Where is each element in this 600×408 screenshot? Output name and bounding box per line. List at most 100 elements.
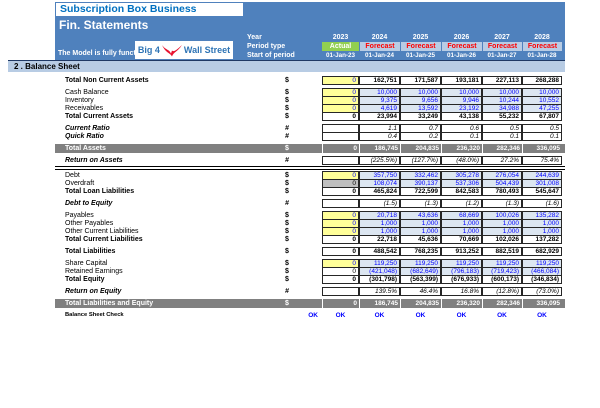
value-cell[interactable]: 0 xyxy=(322,76,359,85)
unit-symbol: $ xyxy=(285,268,289,275)
value-cell[interactable]: (225.5%) xyxy=(359,156,400,165)
value-cell[interactable]: 913,252 xyxy=(441,247,482,256)
row-label: Current Ratio xyxy=(65,125,110,132)
value-cell[interactable] xyxy=(322,287,359,296)
value-cell[interactable] xyxy=(322,132,359,141)
value-cell[interactable]: 268,288 xyxy=(522,76,562,85)
value-cell[interactable]: 0 xyxy=(322,275,359,284)
value-cell[interactable]: (676,933) xyxy=(441,275,482,284)
value-cell[interactable]: (73.0%) xyxy=(522,287,562,296)
value-cell[interactable]: 780,493 xyxy=(482,187,522,196)
value-cell[interactable]: 545,647 xyxy=(522,187,562,196)
value-cell[interactable]: 67,807 xyxy=(522,112,562,121)
value-cell[interactable]: 768,235 xyxy=(400,247,441,256)
value-cell[interactable]: 236,320 xyxy=(441,299,482,308)
start-date-cell[interactable]: 01-Jan-26 xyxy=(446,52,477,59)
unit-symbol: $ xyxy=(285,300,289,307)
year-cell[interactable]: 2024 xyxy=(371,34,388,41)
value-cell[interactable]: 22,718 xyxy=(359,235,400,244)
value-cell[interactable]: 0 xyxy=(322,187,359,196)
value-cell[interactable]: 186,745 xyxy=(359,144,400,153)
value-cell[interactable]: 282,346 xyxy=(482,299,522,308)
value-cell[interactable]: 162,751 xyxy=(359,76,400,85)
period-type-cell[interactable]: Forecast xyxy=(400,42,441,51)
value-cell[interactable]: (48.0%) xyxy=(441,156,482,165)
value-cell[interactable]: 722,599 xyxy=(400,187,441,196)
year-cell[interactable]: 2023 xyxy=(332,34,349,41)
value-cell[interactable]: (1.3) xyxy=(482,199,522,208)
value-cell[interactable] xyxy=(322,156,359,165)
value-cell[interactable]: (600,173) xyxy=(482,275,522,284)
value-cell[interactable]: 0.1 xyxy=(482,132,522,141)
period-type-cell[interactable]: Forecast xyxy=(441,42,482,51)
value-cell[interactable]: 0 xyxy=(322,144,359,153)
value-cell[interactable]: (563,399) xyxy=(400,275,441,284)
page-title: Subscription Box Business xyxy=(55,2,244,17)
value-cell[interactable]: 27.2% xyxy=(482,156,522,165)
value-cell[interactable]: 236,320 xyxy=(441,144,482,153)
value-cell[interactable] xyxy=(322,199,359,208)
value-cell[interactable]: 139.5% xyxy=(359,287,400,296)
value-cell[interactable]: 46.4% xyxy=(400,287,441,296)
value-cell[interactable]: 882,519 xyxy=(482,247,522,256)
period-type-cell[interactable]: Forecast xyxy=(359,42,400,51)
value-cell[interactable]: 16.8% xyxy=(441,287,482,296)
start-date-cell[interactable]: 01-Jan-27 xyxy=(487,52,517,59)
unit-symbol: $ xyxy=(285,105,289,112)
year-cell[interactable]: 2027 xyxy=(494,34,510,41)
year-cell[interactable]: 2028 xyxy=(534,34,550,41)
value-cell[interactable]: 55,232 xyxy=(482,112,522,121)
value-cell[interactable]: 336,095 xyxy=(522,299,562,308)
value-cell[interactable]: 0 xyxy=(322,112,359,121)
value-cell[interactable]: 282,346 xyxy=(482,144,522,153)
value-cell[interactable]: (301,798) xyxy=(359,275,400,284)
value-cell[interactable]: 137,282 xyxy=(522,235,562,244)
value-cell[interactable]: (346,834) xyxy=(522,275,562,284)
start-date-cell[interactable]: 01-Jan-24 xyxy=(364,52,395,59)
value-cell[interactable]: 204,835 xyxy=(400,299,441,308)
value-cell[interactable]: 227,113 xyxy=(482,76,522,85)
year-cell[interactable]: 2025 xyxy=(412,34,429,41)
value-cell[interactable]: 43,138 xyxy=(441,112,482,121)
value-cell[interactable]: 23,994 xyxy=(359,112,400,121)
value-cell[interactable]: (1.3) xyxy=(400,199,441,208)
value-cell[interactable]: 45,636 xyxy=(400,235,441,244)
value-cell[interactable]: 465,824 xyxy=(359,187,400,196)
value-cell[interactable]: 336,095 xyxy=(522,144,562,153)
start-date-cell[interactable]: 01-Jan-28 xyxy=(527,52,557,59)
value-cell[interactable]: 70,669 xyxy=(441,235,482,244)
value-cell[interactable]: (1.5) xyxy=(359,199,400,208)
year-cell[interactable]: 2026 xyxy=(453,34,470,41)
value-cell[interactable]: (12.8%) xyxy=(482,287,522,296)
value-cell[interactable]: 171,587 xyxy=(400,76,441,85)
value-cell[interactable]: (1.6) xyxy=(522,199,562,208)
period-type-cell[interactable]: Forecast xyxy=(482,42,522,51)
value-cell[interactable]: 0.1 xyxy=(441,132,482,141)
value-cell[interactable]: 75.4% xyxy=(522,156,562,165)
value-cell[interactable]: 33,249 xyxy=(400,112,441,121)
value-cell[interactable]: 102,026 xyxy=(482,235,522,244)
value-cell[interactable]: 0.1 xyxy=(522,132,562,141)
value-cell[interactable]: 0.2 xyxy=(400,132,441,141)
value-cell[interactable]: 0 xyxy=(322,299,359,308)
start-date-cell[interactable]: 01-Jan-23 xyxy=(325,52,356,59)
value-cell[interactable]: (1.2) xyxy=(441,199,482,208)
row-label: Total Liabilities xyxy=(65,248,116,255)
value-cell[interactable]: 0 xyxy=(322,235,359,244)
value-cell[interactable]: 0 xyxy=(322,247,359,256)
start-date-cell[interactable]: 01-Jan-25 xyxy=(405,52,436,59)
period-type-cell[interactable]: Actual xyxy=(322,42,359,51)
value-cell[interactable]: (127.7%) xyxy=(400,156,441,165)
value-cell[interactable]: 0.4 xyxy=(359,132,400,141)
value-cell[interactable]: 193,181 xyxy=(441,76,482,85)
unit-symbol: $ xyxy=(285,188,289,195)
period-type-cell[interactable]: Forecast xyxy=(522,42,562,51)
table-row: Return on Equity #139.5% 46.4% 16.8% (12.8%)… xyxy=(55,287,565,296)
section-header-balance-sheet[interactable]: 2 . Balance Sheet xyxy=(8,60,565,72)
value-cell[interactable]: 842,583 xyxy=(441,187,482,196)
check-status-value: OK xyxy=(308,312,318,319)
value-cell[interactable]: 682,929 xyxy=(522,247,562,256)
value-cell[interactable]: 186,745 xyxy=(359,299,400,308)
value-cell[interactable]: 204,835 xyxy=(400,144,441,153)
value-cell[interactable]: 488,542 xyxy=(359,247,400,256)
